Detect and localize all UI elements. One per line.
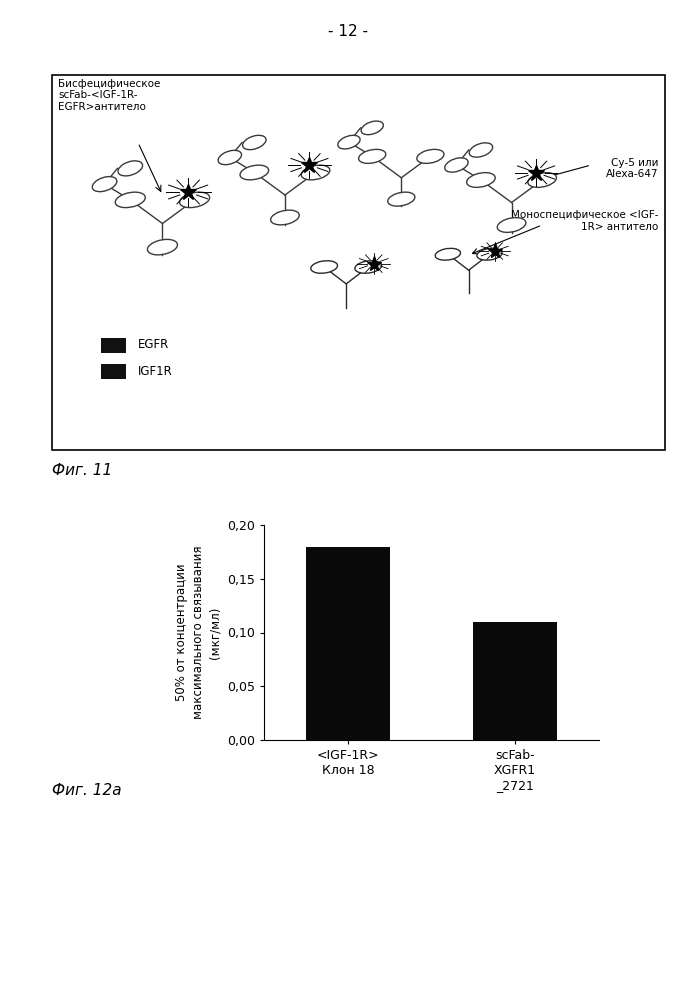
Text: Фиг. 11: Фиг. 11 [52, 463, 113, 478]
Ellipse shape [180, 192, 209, 208]
Ellipse shape [311, 261, 338, 273]
Ellipse shape [93, 177, 117, 192]
Ellipse shape [361, 121, 383, 135]
Bar [473, 622, 557, 740]
Ellipse shape [469, 143, 493, 157]
Ellipse shape [358, 149, 386, 163]
Ellipse shape [466, 173, 496, 187]
Bar [101, 364, 126, 379]
Ellipse shape [271, 210, 299, 225]
Ellipse shape [301, 165, 330, 180]
Ellipse shape [445, 158, 468, 172]
Ellipse shape [417, 149, 444, 163]
Ellipse shape [148, 239, 177, 255]
Ellipse shape [528, 173, 557, 187]
Ellipse shape [218, 150, 242, 165]
Ellipse shape [497, 218, 526, 232]
Ellipse shape [118, 161, 143, 176]
Y-axis label: 50% от концентрации
максимального связывания
(мкг/мл): 50% от концентрации максимального связыв… [175, 546, 222, 719]
Ellipse shape [388, 192, 415, 206]
Ellipse shape [355, 261, 381, 273]
Text: EGFR: EGFR [138, 338, 169, 352]
Ellipse shape [477, 248, 502, 260]
Text: Су-5 или
Alexa-647: Су-5 или Alexa-647 [606, 157, 658, 179]
Ellipse shape [243, 135, 266, 150]
Ellipse shape [240, 165, 269, 180]
Text: IGF1R: IGF1R [138, 365, 173, 378]
Text: Моноспецифическое <IGF-
1R> антитело: Моноспецифическое <IGF- 1R> антитело [511, 210, 658, 232]
Bar [306, 546, 390, 740]
Ellipse shape [338, 135, 360, 149]
Text: Фиг. 12а: Фиг. 12а [52, 783, 122, 798]
Text: Бисфецифическое
scFab-<IGF-1R-
EGFR>антитело: Бисфецифическое scFab-<IGF-1R- EGFR>анти… [58, 79, 161, 112]
Ellipse shape [435, 248, 461, 260]
Ellipse shape [116, 192, 145, 208]
Text: - 12 -: - 12 - [328, 24, 368, 39]
Bar [101, 338, 126, 353]
